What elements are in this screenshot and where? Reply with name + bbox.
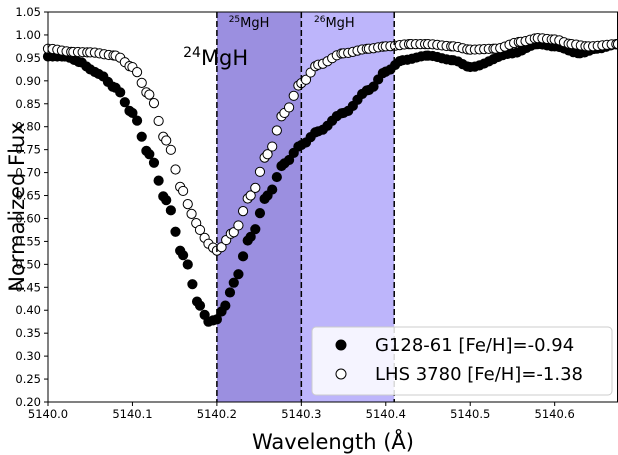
filled-point [250,224,261,235]
open-point [186,208,197,219]
open-point [262,149,273,160]
open-point [161,135,172,146]
y-tick-label: 0.55 [15,234,41,248]
filled-point [178,250,189,261]
y-tick-label: 0.30 [15,349,41,363]
y-tick-label: 0.35 [15,326,41,340]
filled-point [237,251,249,262]
filled-point [153,175,164,186]
open-point [254,166,266,177]
isotope-band [216,12,302,402]
isotope-label: 25MgH [229,15,270,31]
open-point [271,125,282,136]
open-point [233,220,244,231]
open-point [131,67,143,78]
x-axis-ticks: 5140.0 5140.1 5140.2 5140.3 5140.4 5140.5 5140… [28,402,575,421]
open-point [148,97,160,109]
open-point [267,141,278,152]
legend-box [311,326,613,396]
filled-point [267,184,278,195]
y-tick-label: 0.45 [15,280,41,294]
open-point [288,90,299,101]
open-point [178,185,189,197]
filled-point [127,107,138,119]
filled-point [224,287,236,298]
filled-point [115,87,126,98]
filled-point [220,300,231,311]
data-points [42,33,618,327]
isotope-mass-number: 25 [229,15,240,25]
y-tick-label: 1.00 [15,28,41,42]
x-tick-label: 5140.1 [112,407,152,421]
y-tick-label: 0.70 [15,166,41,180]
filled-point [368,81,379,92]
legend-label: G128-61 [Fe/H]=-0.94 [375,335,574,356]
filled-point [148,157,160,168]
x-tick-label: 5140.4 [366,407,406,421]
open-point [170,164,181,175]
y-tick-label: 0.60 [15,211,41,225]
open-point [165,144,176,155]
filled-point [136,131,147,142]
filled-point [245,231,256,242]
y-tick-label: 0.20 [15,395,41,409]
filled-point [182,259,193,270]
isotope-molecule-name: MgH [325,16,354,31]
y-tick-label: 0.80 [15,120,41,134]
filled-point [187,279,198,290]
isotope-label: 26MgH [314,15,355,31]
x-tick-label: 5140.0 [28,407,68,421]
x-tick-label: 5140.3 [281,407,321,421]
open-point [250,182,261,193]
x-axis-label: Wavelength (Å) [252,428,414,454]
filled-point [271,171,282,183]
filled-point [131,115,143,126]
isotope-label: 24MgH [183,45,248,70]
y-axis-label: Normalized Flux [5,122,29,291]
filled-point [228,277,239,288]
legend-label: LHS 3780 [Fe/H]=-1.38 [375,364,583,385]
open-point [153,115,164,127]
x-tick-label: 5140.2 [197,407,237,421]
y-tick-label: 0.65 [15,189,41,203]
open-point [194,224,206,236]
open-point [237,206,249,217]
legend-marker-filled [335,339,347,351]
open-point [182,199,193,210]
filled-point [144,149,155,160]
y-tick-label: 0.40 [15,303,41,317]
filled-point [165,205,176,216]
isotope-mass-number: 24 [183,45,201,61]
filled-point [170,226,181,237]
isotope-mass-number: 26 [314,15,326,25]
legend-marker-open [335,368,347,380]
filled-point [283,154,295,166]
isotope-molecule-name: MgH [240,16,269,31]
y-tick-label: 0.75 [15,143,41,157]
isotope-molecule-name: MgH [201,46,248,70]
filled-point [119,97,130,108]
filled-point [254,207,266,219]
x-tick-label: 5140.5 [450,407,490,421]
open-point [283,102,295,113]
y-tick-label: 0.25 [15,372,41,386]
filled-point [233,269,244,280]
y-tick-label: 0.85 [15,97,41,111]
legend: G128-61 [Fe/H]=-0.94 LHS 3780 [Fe/H]=-1.3… [311,326,613,396]
open-point [612,39,618,50]
open-point [144,89,155,100]
open-point [136,77,147,88]
y-tick-label: 0.95 [15,51,41,65]
y-tick-label: 0.90 [15,74,41,88]
open-point [245,190,256,201]
y-tick-label: 1.05 [15,5,41,19]
y-axis-ticks: 0.20 0.25 0.30 0.35 0.40 0.45 0.50 0.55 0.60 0.65… [15,5,48,409]
y-tick-label: 0.50 [15,257,41,271]
filled-point [161,195,172,206]
filled-point [194,300,206,311]
x-tick-label: 5140.6 [535,407,575,421]
